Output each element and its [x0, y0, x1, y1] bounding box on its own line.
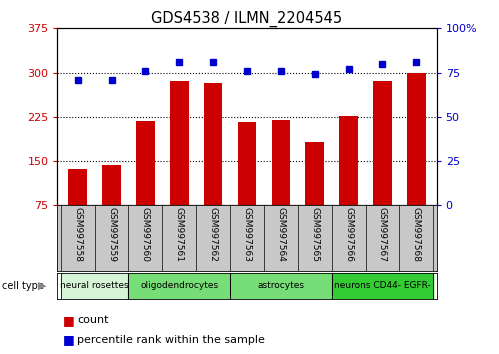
Bar [170, 81, 189, 205]
Bar [136, 121, 155, 205]
Text: GSM997567: GSM997567 [378, 207, 387, 262]
Bar [271, 120, 290, 205]
Bar [407, 73, 426, 205]
Text: neural rosettes: neural rosettes [60, 281, 129, 290]
Bar [61, 273, 129, 299]
Text: cell type: cell type [2, 281, 44, 291]
Text: astrocytes: astrocytes [257, 281, 304, 290]
Text: GSM997566: GSM997566 [344, 207, 353, 262]
Bar [102, 165, 121, 205]
Text: oligodendrocytes: oligodendrocytes [140, 281, 219, 290]
Bar [305, 142, 324, 205]
Bar [339, 116, 358, 205]
Text: GSM997562: GSM997562 [209, 207, 218, 262]
Text: GSM997563: GSM997563 [243, 207, 251, 262]
Text: ■: ■ [62, 314, 74, 327]
Bar [230, 273, 332, 299]
Text: ■: ■ [62, 333, 74, 346]
Bar [373, 81, 392, 205]
Text: GSM997561: GSM997561 [175, 207, 184, 262]
Text: GSM997564: GSM997564 [276, 207, 285, 262]
Text: ▶: ▶ [38, 281, 46, 291]
Text: GSM997565: GSM997565 [310, 207, 319, 262]
Title: GDS4538 / ILMN_2204545: GDS4538 / ILMN_2204545 [151, 11, 343, 27]
Bar [204, 82, 223, 205]
Bar [129, 273, 230, 299]
Bar [238, 121, 256, 205]
Text: count: count [77, 315, 109, 325]
Text: GSM997558: GSM997558 [73, 207, 82, 262]
Bar [68, 169, 87, 205]
Text: GSM997560: GSM997560 [141, 207, 150, 262]
Text: GSM997559: GSM997559 [107, 207, 116, 262]
Text: neurons CD44- EGFR-: neurons CD44- EGFR- [334, 281, 431, 290]
Text: GSM997568: GSM997568 [412, 207, 421, 262]
Bar [332, 273, 433, 299]
Text: percentile rank within the sample: percentile rank within the sample [77, 335, 265, 345]
